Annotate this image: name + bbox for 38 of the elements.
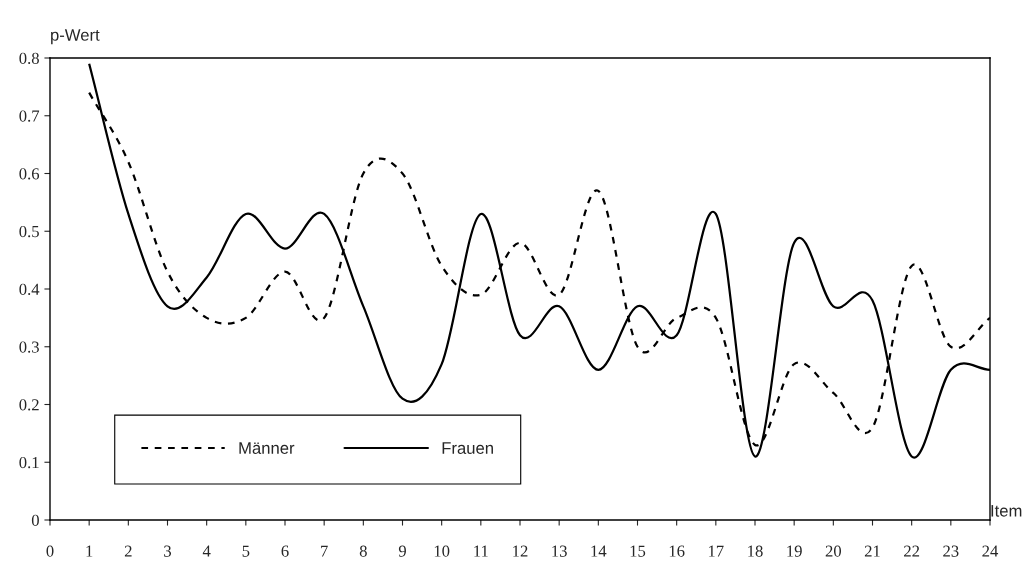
x-tick-label: 18 <box>748 545 763 557</box>
y-tick-label: 0.2 <box>19 399 39 411</box>
y-axis-title: p-Wert <box>51 29 100 45</box>
y-tick-label: 0.3 <box>19 341 39 353</box>
x-tick-label: 1 <box>86 545 93 557</box>
x-tick-label: 9 <box>398 545 406 557</box>
y-tick-label: 0.6 <box>19 168 40 180</box>
x-tick-label: 5 <box>242 545 250 557</box>
x-tick-label: 24 <box>982 545 999 557</box>
x-tick-label: 12 <box>513 545 528 557</box>
y-tick-label: 0.4 <box>19 283 40 296</box>
x-tick-label: 17 <box>708 545 724 557</box>
x-tick-label: 2 <box>124 545 132 557</box>
x-tick-label: 7 <box>321 545 328 557</box>
x-tick-label: 22 <box>904 545 920 557</box>
x-tick-label: 21 <box>864 545 880 557</box>
x-tick-label: 4 <box>202 545 211 557</box>
y-tick-label: 0.1 <box>19 456 39 469</box>
x-tick-label: 3 <box>164 545 172 557</box>
y-tick-label: 0.8 <box>19 52 39 65</box>
x-axis-title: Item <box>991 505 1022 517</box>
legend-label: Frauen <box>442 442 493 454</box>
y-tick-label: 0.5 <box>19 225 39 238</box>
y-tick-label: 0.7 <box>19 110 40 122</box>
x-tick-label: 6 <box>281 545 289 557</box>
x-tick-label: 11 <box>474 545 488 557</box>
y-tick-label: 0 <box>31 514 39 526</box>
x-tick-label: 13 <box>552 545 567 557</box>
x-tick-label: 0 <box>46 545 54 557</box>
legend-label: Männer <box>239 442 295 454</box>
x-tick-label: 14 <box>591 545 607 557</box>
x-tick-label: 8 <box>359 545 367 557</box>
x-tick-label: 16 <box>669 545 685 557</box>
x-tick-label: 20 <box>825 545 842 557</box>
x-tick-label: 23 <box>943 545 959 557</box>
x-tick-label: 15 <box>630 545 646 557</box>
x-tick-label: 10 <box>434 545 450 557</box>
x-tick-label: 19 <box>787 545 802 557</box>
